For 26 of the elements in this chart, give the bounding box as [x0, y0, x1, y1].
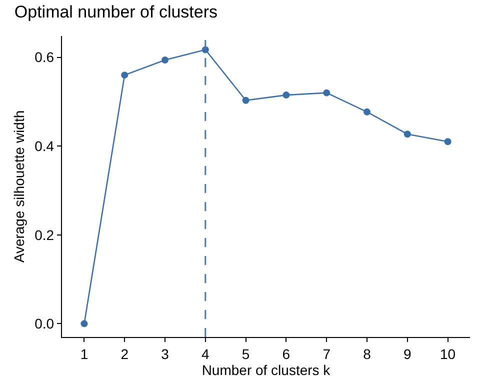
x-tick-label: 2 [120, 346, 129, 362]
point [80, 320, 88, 328]
y-tick-label: 0.0 [34, 316, 54, 332]
x-tick-label: 6 [282, 346, 290, 362]
point [363, 108, 370, 116]
x-tick-label: 7 [322, 346, 331, 362]
y-tick-label: 0.6 [34, 49, 54, 66]
point [162, 56, 169, 64]
x-tick-label: 3 [161, 346, 170, 362]
point [121, 72, 128, 79]
point [282, 92, 290, 99]
point [404, 130, 411, 138]
point [323, 89, 330, 96]
x-tick-label: 10 [440, 346, 456, 362]
x-tick-label: 5 [242, 346, 250, 362]
x-tick-label: 9 [403, 346, 412, 362]
y-axis-title: Average silhouette width [11, 110, 28, 263]
chart-title: Optimal number of clusters [14, 2, 218, 22]
x-axis-title: Number of clusters k [202, 362, 332, 378]
point [444, 138, 452, 146]
x-tick-label: 8 [363, 346, 372, 362]
y-tick-label: 0.2 [34, 226, 54, 243]
x-tick-label: 1 [80, 346, 88, 362]
x-tick-label: 4 [202, 346, 210, 362]
point [242, 96, 250, 104]
y-tick-label: 0.4 [34, 138, 54, 154]
